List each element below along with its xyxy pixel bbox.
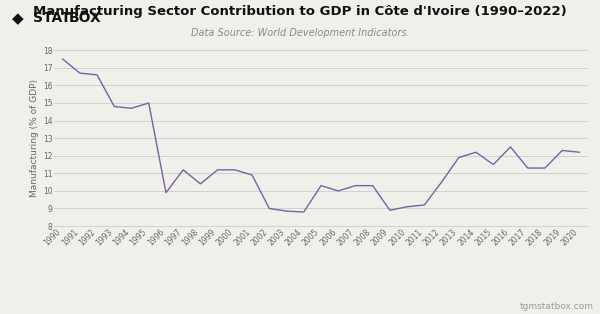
Text: STAT: STAT bbox=[33, 11, 71, 25]
Text: tgmstatbox.com: tgmstatbox.com bbox=[520, 302, 594, 311]
Text: ◆: ◆ bbox=[12, 11, 24, 26]
Text: BOX: BOX bbox=[69, 11, 102, 25]
Text: Data Source: World Development Indicators.: Data Source: World Development Indicator… bbox=[191, 29, 409, 39]
Text: Manufacturing Sector Contribution to GDP in Côte d'Ivoire (1990–2022): Manufacturing Sector Contribution to GDP… bbox=[33, 5, 567, 18]
Y-axis label: Manufacturing (% of GDP): Manufacturing (% of GDP) bbox=[30, 79, 39, 197]
